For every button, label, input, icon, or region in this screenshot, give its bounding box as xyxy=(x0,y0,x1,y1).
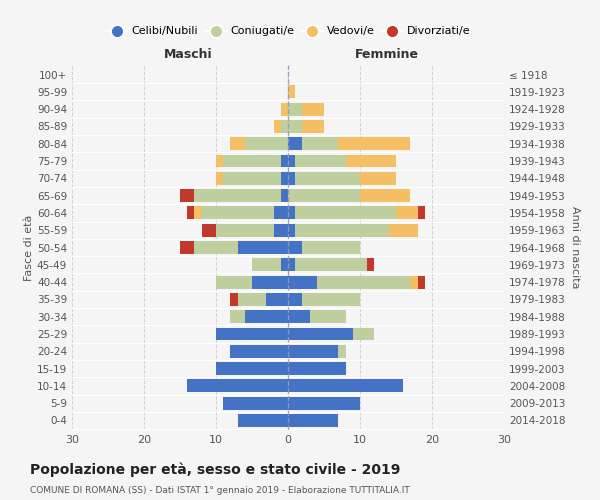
Bar xyxy=(245,310,288,323)
Bar xyxy=(302,241,360,254)
Bar xyxy=(295,154,346,168)
Bar xyxy=(266,293,288,306)
Bar xyxy=(288,241,302,254)
Bar xyxy=(281,120,288,133)
Bar xyxy=(302,293,360,306)
Bar xyxy=(274,120,281,133)
Bar xyxy=(288,380,403,392)
Bar xyxy=(310,310,346,323)
Bar xyxy=(274,224,288,236)
Bar xyxy=(288,86,295,98)
Y-axis label: Anni di nascita: Anni di nascita xyxy=(569,206,580,289)
Bar xyxy=(302,137,338,150)
Bar xyxy=(288,137,302,150)
Bar xyxy=(216,276,252,288)
Bar xyxy=(338,345,346,358)
Bar xyxy=(238,414,288,427)
Bar xyxy=(230,293,238,306)
Legend: Celibi/Nubili, Coniugati/e, Vedovi/e, Divorziati/e: Celibi/Nubili, Coniugati/e, Vedovi/e, Di… xyxy=(103,23,473,40)
Bar xyxy=(360,172,396,185)
Bar xyxy=(410,276,418,288)
Bar xyxy=(252,276,288,288)
Bar xyxy=(288,310,310,323)
Bar xyxy=(295,258,367,272)
Bar xyxy=(230,345,288,358)
Bar xyxy=(353,328,374,340)
Bar xyxy=(187,380,288,392)
Bar xyxy=(288,258,295,272)
Bar xyxy=(230,310,245,323)
Bar xyxy=(230,137,245,150)
Bar xyxy=(418,276,425,288)
Bar xyxy=(288,224,295,236)
Bar xyxy=(180,241,194,254)
Bar xyxy=(288,276,317,288)
Bar xyxy=(389,224,418,236)
Bar xyxy=(216,362,288,375)
Text: Popolazione per età, sesso e stato civile - 2019: Popolazione per età, sesso e stato civil… xyxy=(30,462,400,477)
Bar xyxy=(216,172,223,185)
Bar xyxy=(202,206,274,220)
Bar xyxy=(346,154,396,168)
Bar xyxy=(281,258,288,272)
Bar xyxy=(295,172,360,185)
Bar xyxy=(288,396,360,409)
Bar xyxy=(281,102,288,116)
Bar xyxy=(223,172,281,185)
Bar xyxy=(216,224,274,236)
Bar xyxy=(274,206,288,220)
Bar xyxy=(238,293,266,306)
Bar xyxy=(288,120,302,133)
Bar xyxy=(295,224,389,236)
Bar xyxy=(288,345,338,358)
Y-axis label: Fasce di età: Fasce di età xyxy=(24,214,34,280)
Bar xyxy=(252,258,281,272)
Bar xyxy=(295,206,396,220)
Bar xyxy=(223,154,281,168)
Bar xyxy=(180,189,194,202)
Bar xyxy=(367,258,374,272)
Bar xyxy=(288,414,338,427)
Bar xyxy=(360,189,410,202)
Bar xyxy=(216,328,288,340)
Bar xyxy=(288,154,295,168)
Bar xyxy=(338,137,410,150)
Bar xyxy=(302,120,324,133)
Bar xyxy=(288,189,360,202)
Bar xyxy=(418,206,425,220)
Bar xyxy=(317,276,410,288)
Bar xyxy=(281,189,288,202)
Bar xyxy=(288,206,295,220)
Bar xyxy=(288,362,346,375)
Text: Maschi: Maschi xyxy=(164,48,213,62)
Bar xyxy=(238,241,288,254)
Bar xyxy=(302,102,324,116)
Bar xyxy=(288,172,295,185)
Text: COMUNE DI ROMANA (SS) - Dati ISTAT 1° gennaio 2019 - Elaborazione TUTTITALIA.IT: COMUNE DI ROMANA (SS) - Dati ISTAT 1° ge… xyxy=(30,486,410,495)
Bar xyxy=(396,206,418,220)
Bar xyxy=(216,154,223,168)
Bar xyxy=(245,137,288,150)
Bar xyxy=(194,241,238,254)
Bar xyxy=(281,172,288,185)
Bar xyxy=(187,206,194,220)
Bar xyxy=(281,154,288,168)
Bar xyxy=(288,102,302,116)
Bar xyxy=(288,328,353,340)
Bar xyxy=(223,396,288,409)
Bar xyxy=(202,224,216,236)
Bar xyxy=(194,206,202,220)
Bar xyxy=(288,293,302,306)
Text: Femmine: Femmine xyxy=(355,48,419,62)
Bar xyxy=(194,189,281,202)
